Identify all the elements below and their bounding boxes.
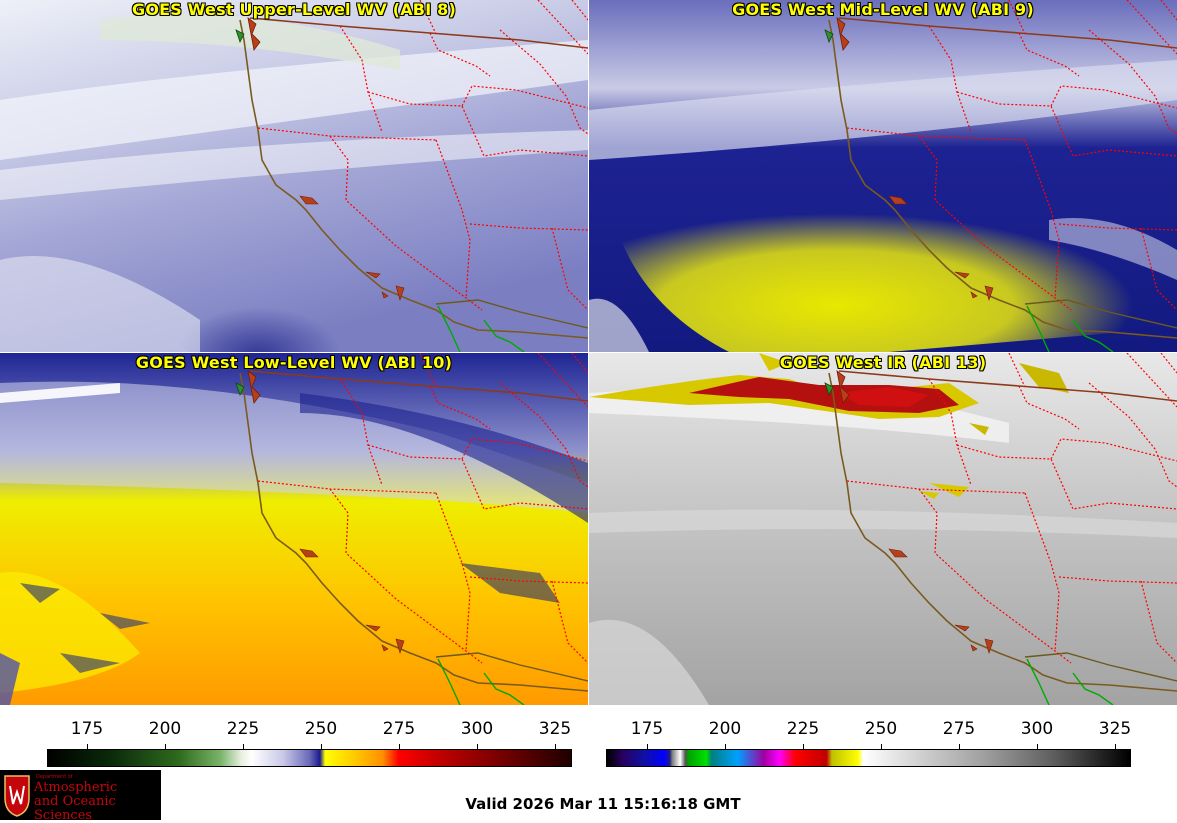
- colorbar-ramp-wv: [47, 749, 572, 767]
- panel-title: GOES West Upper-Level WV (ABI 8): [132, 0, 456, 19]
- logo-line2-text: Atmospheric: [34, 780, 118, 795]
- logo-line3-text: and Oceanic Sciences: [34, 794, 116, 823]
- panel-ir: GOES West IR (ABI 13): [589, 353, 1177, 705]
- colorbar-tick-label: 275: [382, 719, 416, 739]
- logo-line1: Department of: [36, 774, 73, 780]
- colorbar-tick-label: 175: [630, 719, 664, 739]
- colorbar-tick-label: 200: [708, 719, 742, 739]
- colorbar-tick-label: 275: [942, 719, 976, 739]
- logo-line2: Atmospheric and Oceanic Sciences: [34, 781, 161, 823]
- ir-image: [589, 353, 1177, 705]
- colorbar-tick-label: 325: [538, 719, 572, 739]
- colorbar-wv: 175 200 225 250 275 300 325: [0, 705, 588, 770]
- colorbar-tick-label: 325: [1098, 719, 1132, 739]
- colorbar-tick-label: 200: [148, 719, 182, 739]
- uw-aos-logo: Department of Atmospheric and Oceanic Sc…: [0, 770, 161, 823]
- panel-low-level-wv: GOES West Low-Level WV (ABI 10): [0, 353, 588, 705]
- colorbar-ramp-ir: [606, 749, 1131, 767]
- panel-mid-level-wv: GOES West Mid-Level WV (ABI 9): [589, 0, 1177, 352]
- colorbar-tick-label: 175: [70, 719, 104, 739]
- colorbar-tick-label: 225: [786, 719, 820, 739]
- colorbar-tick-label: 300: [1020, 719, 1054, 739]
- uw-crest-icon: [4, 775, 30, 817]
- colorbar-ir: 175 200 225 250 275 300 325: [589, 705, 1177, 770]
- colorbar-tick-label: 225: [226, 719, 260, 739]
- panel-upper-level-wv: GOES West Upper-Level WV (ABI 8): [0, 0, 588, 352]
- panel-title: GOES West Low-Level WV (ABI 10): [135, 353, 453, 372]
- panel-title: GOES West IR (ABI 13): [779, 353, 987, 372]
- colorbar-tick-label: 250: [864, 719, 898, 739]
- colorbar-tick-label: 250: [304, 719, 338, 739]
- upper-level-wv-image: [0, 0, 588, 352]
- low-level-wv-image: [0, 353, 588, 705]
- valid-time: Valid 2026 Mar 11 15:16:18 GMT: [465, 795, 741, 813]
- panel-title: GOES West Mid-Level WV (ABI 9): [732, 0, 1034, 19]
- colorbar-tick-label: 300: [460, 719, 494, 739]
- mid-level-wv-image: [589, 0, 1177, 352]
